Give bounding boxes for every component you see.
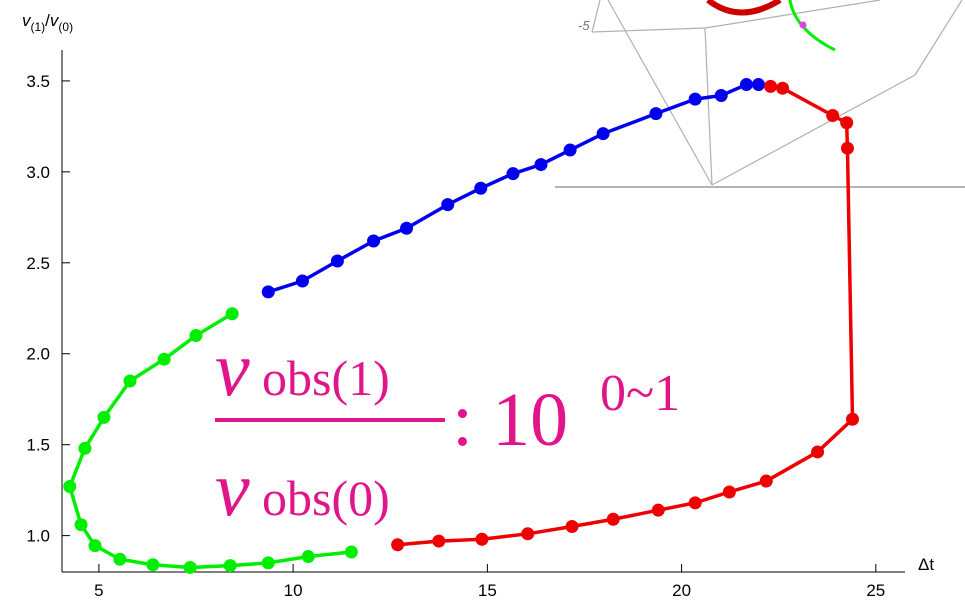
data-point (689, 93, 702, 106)
inset-box-line (915, 0, 962, 75)
data-point (441, 198, 454, 211)
chart: -5 Δt v(1)/v(0) ν obs(1) ν obs(0) : 10 0… (0, 0, 965, 604)
data-point (262, 556, 275, 569)
y-tick-label: 1.5 (26, 436, 50, 455)
data-point (649, 107, 662, 120)
data-point (740, 78, 753, 91)
inset-box-line (712, 75, 915, 185)
inset-box-line (592, 0, 600, 32)
x-axis-label: Δt (918, 555, 934, 574)
data-point (475, 533, 488, 546)
y-label-part: (0) (58, 20, 73, 34)
data-point (400, 222, 413, 235)
x-tick-label: 15 (478, 581, 497, 600)
data-point (75, 518, 88, 531)
inset-3d (555, 0, 965, 187)
data-point (846, 413, 859, 426)
y-tick-label: 3.5 (26, 72, 50, 91)
data-point (432, 535, 445, 548)
data-point (63, 480, 76, 493)
y-tick-label: 2.5 (26, 254, 50, 273)
data-point (345, 545, 358, 558)
data-point (89, 539, 102, 552)
x-tick-label: 10 (284, 581, 303, 600)
data-point (776, 82, 789, 95)
data-point (302, 550, 315, 563)
data-point (123, 375, 136, 388)
y-label-part: (1) (31, 20, 46, 34)
data-point (296, 274, 309, 287)
data-point (146, 558, 159, 571)
data-point (689, 496, 702, 509)
data-point (113, 553, 126, 566)
formula-part: ν (215, 445, 250, 532)
y-tick-label: 1.0 (26, 527, 50, 546)
data-point (97, 411, 110, 424)
data-point (564, 144, 577, 157)
inset-label: -5 (578, 18, 590, 33)
inset-object (708, 0, 780, 13)
data-point (597, 127, 610, 140)
data-point (226, 307, 239, 320)
formula-part: ν (215, 325, 250, 412)
data-point (158, 353, 171, 366)
formula-part: : 10 (452, 378, 568, 462)
data-point (566, 520, 579, 533)
data-point (764, 80, 777, 93)
data-point (190, 329, 203, 342)
data-point (184, 561, 197, 574)
x-tick-label: 25 (866, 581, 885, 600)
fraction-bar (215, 418, 445, 422)
data-point (752, 78, 765, 91)
formula-part: obs(1) (262, 350, 390, 406)
formula-part: obs(0) (262, 470, 390, 526)
inset-box-line (592, 28, 705, 32)
inset-box-line (705, 28, 712, 185)
formula-part: 0~1 (600, 365, 680, 422)
data-point (652, 504, 665, 517)
data-point (715, 89, 728, 102)
x-tick-label: 20 (672, 581, 691, 600)
y-tick-label: 3.0 (26, 163, 50, 182)
data-point (224, 559, 237, 572)
data-point (534, 158, 547, 171)
data-point (331, 254, 344, 267)
inset-curve (790, 0, 835, 50)
data-point (723, 485, 736, 498)
data-point (391, 538, 404, 551)
data-point (506, 167, 519, 180)
data-point (840, 116, 853, 129)
data-point (841, 142, 854, 155)
series-line (398, 86, 853, 544)
x-tick-label: 5 (94, 581, 103, 600)
data-point (521, 527, 534, 540)
data-point (367, 234, 380, 247)
inset-point (800, 22, 807, 29)
y-axis-label: v(1)/v(0) (22, 11, 73, 34)
data-point (760, 475, 773, 488)
y-tick-label: 2.0 (26, 345, 50, 364)
formula: ν obs(1) ν obs(0) : 10 0~1 (215, 325, 680, 532)
plot-area (63, 78, 859, 574)
data-point (811, 445, 824, 458)
data-point (262, 285, 275, 298)
data-point (607, 513, 620, 526)
data-point (826, 109, 839, 122)
data-point (78, 442, 91, 455)
data-point (474, 182, 487, 195)
